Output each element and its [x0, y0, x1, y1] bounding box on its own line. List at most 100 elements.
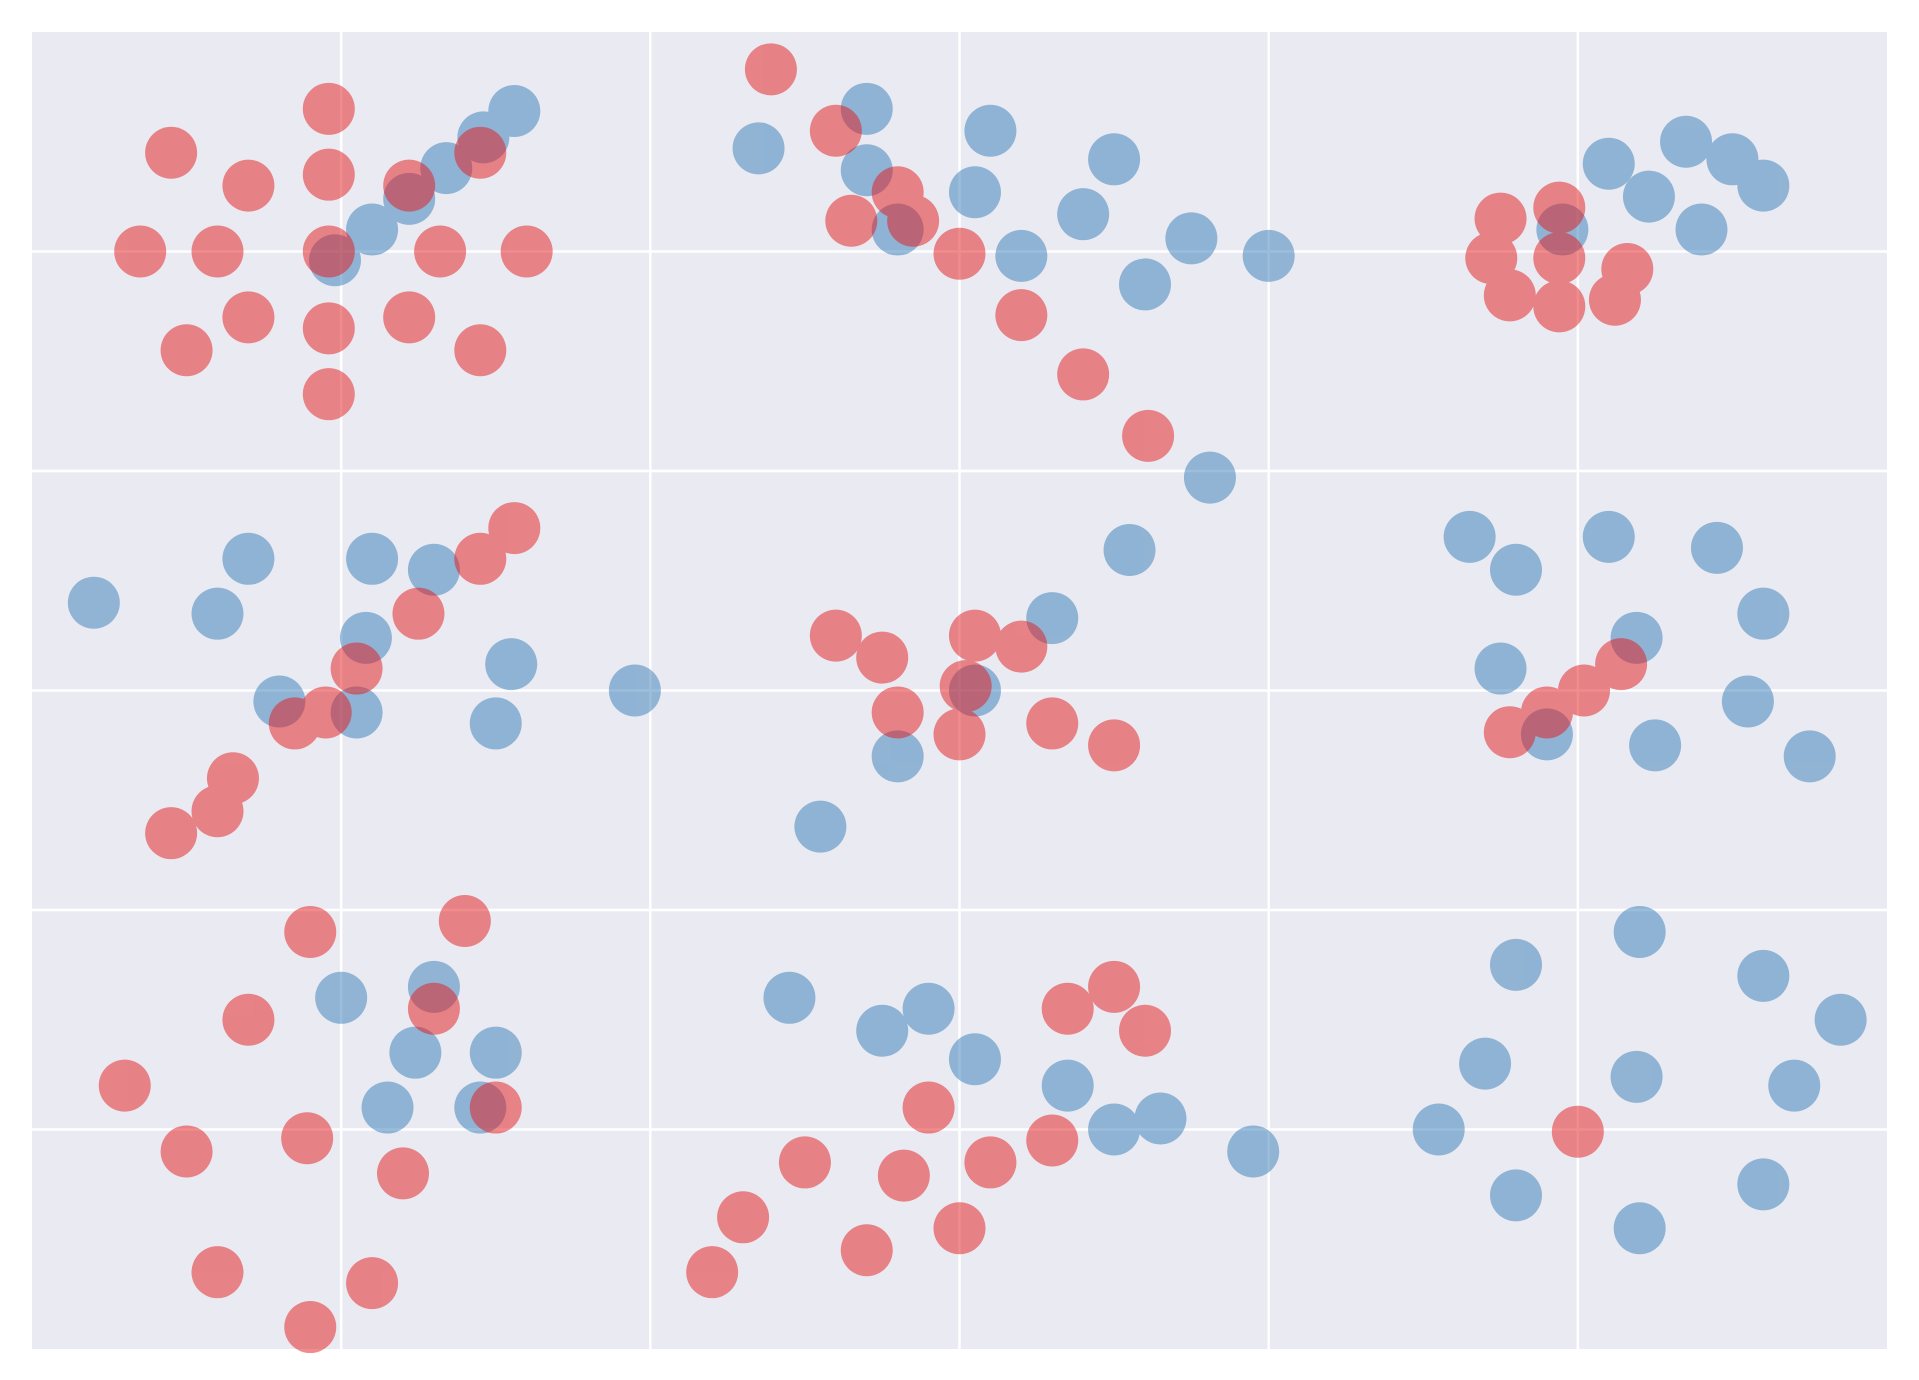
point: [1474, 642, 1527, 695]
point: [315, 971, 368, 1024]
point: [438, 894, 491, 947]
point: [488, 85, 541, 138]
point: [330, 642, 383, 695]
point: [1088, 719, 1141, 772]
point: [469, 1081, 522, 1134]
point: [1459, 1037, 1512, 1090]
point: [856, 631, 909, 684]
point: [191, 1246, 244, 1299]
point: [902, 1081, 955, 1134]
point: [995, 229, 1048, 282]
point: [1057, 348, 1110, 401]
point: [933, 1202, 986, 1255]
point: [222, 291, 275, 344]
point: [145, 807, 198, 860]
point: [1622, 170, 1675, 223]
point: [160, 1125, 213, 1178]
point: [191, 225, 244, 278]
point: [392, 587, 445, 640]
point: [809, 104, 862, 157]
point: [407, 982, 460, 1035]
point: [222, 159, 275, 212]
point: [1737, 1158, 1790, 1211]
point: [1483, 269, 1536, 322]
point: [1660, 115, 1713, 168]
point: [145, 126, 198, 179]
point: [1490, 543, 1542, 596]
point: [744, 43, 797, 96]
point: [67, 576, 120, 629]
point: [454, 532, 507, 585]
point: [1533, 181, 1586, 234]
series: [98, 43, 1654, 1354]
point: [871, 686, 924, 739]
point: [1588, 273, 1641, 326]
point: [939, 660, 992, 713]
point: [608, 664, 661, 717]
point: [191, 587, 244, 640]
point: [485, 638, 538, 691]
point: [948, 609, 1001, 662]
point: [160, 324, 213, 377]
point: [1737, 587, 1790, 640]
point: [454, 324, 507, 377]
point: [361, 1081, 414, 1134]
point: [1103, 524, 1156, 577]
point: [222, 993, 275, 1046]
point: [948, 166, 1001, 219]
point: [717, 1191, 770, 1244]
point: [1474, 192, 1527, 245]
point: [1026, 1114, 1079, 1167]
point: [454, 126, 507, 179]
point: [1737, 949, 1790, 1002]
point: [1814, 993, 1867, 1046]
point: [794, 800, 847, 853]
point: [299, 686, 352, 739]
point: [302, 368, 355, 421]
point: [1533, 280, 1586, 333]
point: [1057, 188, 1110, 241]
point: [98, 1059, 151, 1112]
point: [964, 104, 1017, 157]
point: [902, 982, 955, 1035]
point: [933, 227, 986, 280]
point: [995, 620, 1048, 673]
point: [1551, 1105, 1604, 1158]
point: [1490, 1169, 1542, 1222]
point: [856, 1004, 909, 1057]
point: [469, 1026, 522, 1079]
point: [1026, 697, 1079, 750]
point: [1721, 675, 1774, 728]
point: [763, 971, 816, 1024]
point: [1227, 1125, 1280, 1178]
point: [1088, 1103, 1141, 1156]
point: [686, 1246, 739, 1299]
point: [1183, 451, 1236, 504]
point: [346, 532, 399, 585]
point: [1443, 510, 1496, 563]
point: [1165, 212, 1218, 265]
point: [1533, 232, 1586, 285]
point: [809, 609, 862, 662]
point: [302, 302, 355, 355]
point: [732, 122, 785, 175]
point: [302, 148, 355, 201]
point: [840, 1224, 893, 1277]
point: [825, 194, 878, 247]
point: [302, 82, 355, 135]
point: [284, 1301, 337, 1354]
point: [469, 697, 522, 750]
point: [1088, 960, 1141, 1013]
point: [1613, 905, 1666, 958]
point: [377, 1147, 429, 1200]
point: [191, 785, 244, 838]
point: [1610, 1050, 1663, 1103]
point: [1613, 1202, 1666, 1255]
point: [389, 1026, 442, 1079]
point: [1595, 638, 1648, 691]
point: [1490, 938, 1542, 991]
point: [488, 502, 541, 555]
point: [114, 225, 167, 278]
